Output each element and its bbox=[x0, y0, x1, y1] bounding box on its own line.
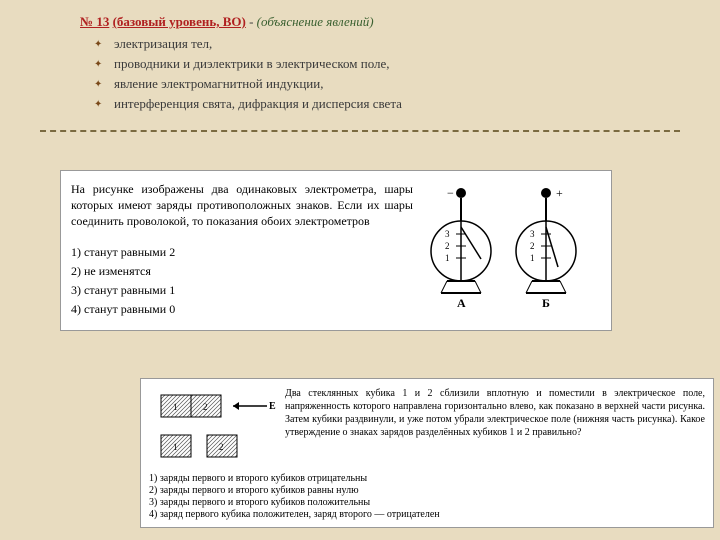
q2-option: 2) заряды первого и второго кубиков равн… bbox=[149, 485, 705, 496]
bullet-text: проводники и диэлектрики в электрическом… bbox=[114, 56, 390, 72]
svg-text:3: 3 bbox=[445, 229, 450, 239]
title-line: № 13 (базовый уровень, ВО) - (объяснение… bbox=[80, 14, 660, 30]
q1-text-block: На рисунке изображены два одинаковых эле… bbox=[71, 181, 413, 320]
q1-option: 2) не изменятся bbox=[71, 263, 413, 279]
q1-paragraph: На рисунке изображены два одинаковых эле… bbox=[71, 181, 413, 230]
svg-text:3: 3 bbox=[530, 229, 535, 239]
svg-text:1: 1 bbox=[530, 253, 535, 263]
q2-option: 3) заряды первого и второго кубиков поло… bbox=[149, 497, 705, 508]
electrometer-svg: − 3 2 1 А + 3 2 bbox=[421, 181, 601, 311]
q2-option: 1) заряды первого и второго кубиков отри… bbox=[149, 473, 705, 484]
svg-text:1: 1 bbox=[173, 402, 178, 412]
q1-figure: − 3 2 1 А + 3 2 bbox=[413, 181, 601, 320]
list-item: ✦ явление электромагнитной индукции, bbox=[94, 76, 660, 92]
list-item: ✦ интерференция свята, дифракция и диспер… bbox=[94, 96, 660, 112]
svg-text:1: 1 bbox=[173, 442, 178, 452]
bullet-text: интерференция свята, дифракция и дисперс… bbox=[114, 96, 402, 112]
title-number: № 13 bbox=[80, 14, 109, 29]
bullet-text: электризация тел, bbox=[114, 36, 212, 52]
svg-text:2: 2 bbox=[219, 442, 224, 452]
divider bbox=[40, 130, 680, 132]
svg-text:Б: Б bbox=[542, 296, 550, 310]
bullet-icon: ✦ bbox=[94, 39, 104, 50]
svg-text:А: А bbox=[457, 296, 466, 310]
title-sep: - bbox=[249, 14, 257, 29]
bullet-icon: ✦ bbox=[94, 99, 104, 110]
svg-text:2: 2 bbox=[530, 241, 535, 251]
title-subtitle: (объяснение явлений) bbox=[257, 14, 374, 29]
bullet-text: явление электромагнитной индукции, bbox=[114, 76, 323, 92]
bullet-icon: ✦ bbox=[94, 79, 104, 90]
header: № 13 (базовый уровень, ВО) - (объяснение… bbox=[0, 0, 720, 120]
bullet-icon: ✦ bbox=[94, 59, 104, 70]
svg-text:1: 1 bbox=[445, 253, 450, 263]
title-level: (базовый уровень, ВО) bbox=[113, 14, 246, 29]
list-item: ✦ проводники и диэлектрики в электрическо… bbox=[94, 56, 660, 72]
bullet-list: ✦ электризация тел, ✦ проводники и диэлект… bbox=[80, 36, 660, 112]
question-card-1: На рисунке изображены два одинаковых эле… bbox=[60, 170, 612, 331]
question-card-2: 1 2 E 1 2 Два стеклянных кубика 1 и 2 сб… bbox=[140, 378, 714, 528]
q2-options: 1) заряды первого и второго кубиков отри… bbox=[149, 473, 705, 520]
svg-text:E: E bbox=[269, 401, 276, 412]
q2-figure: 1 2 E 1 2 bbox=[149, 387, 279, 467]
svg-text:−: − bbox=[447, 186, 454, 200]
q1-option: 4) станут равными 0 bbox=[71, 301, 413, 317]
q1-option: 3) станут равными 1 bbox=[71, 282, 413, 298]
q1-option: 1) станут равными 2 bbox=[71, 244, 413, 260]
svg-text:2: 2 bbox=[203, 402, 208, 412]
q2-paragraph: Два стеклянных кубика 1 и 2 сблизили впл… bbox=[279, 387, 705, 467]
q2-option: 4) заряд первого кубика положителен, зар… bbox=[149, 509, 705, 520]
q1-options: 1) станут равными 2 2) не изменятся 3) с… bbox=[71, 244, 413, 318]
cubes-svg: 1 2 E 1 2 bbox=[149, 387, 279, 467]
svg-text:2: 2 bbox=[445, 241, 450, 251]
list-item: ✦ электризация тел, bbox=[94, 36, 660, 52]
svg-text:+: + bbox=[556, 186, 563, 200]
